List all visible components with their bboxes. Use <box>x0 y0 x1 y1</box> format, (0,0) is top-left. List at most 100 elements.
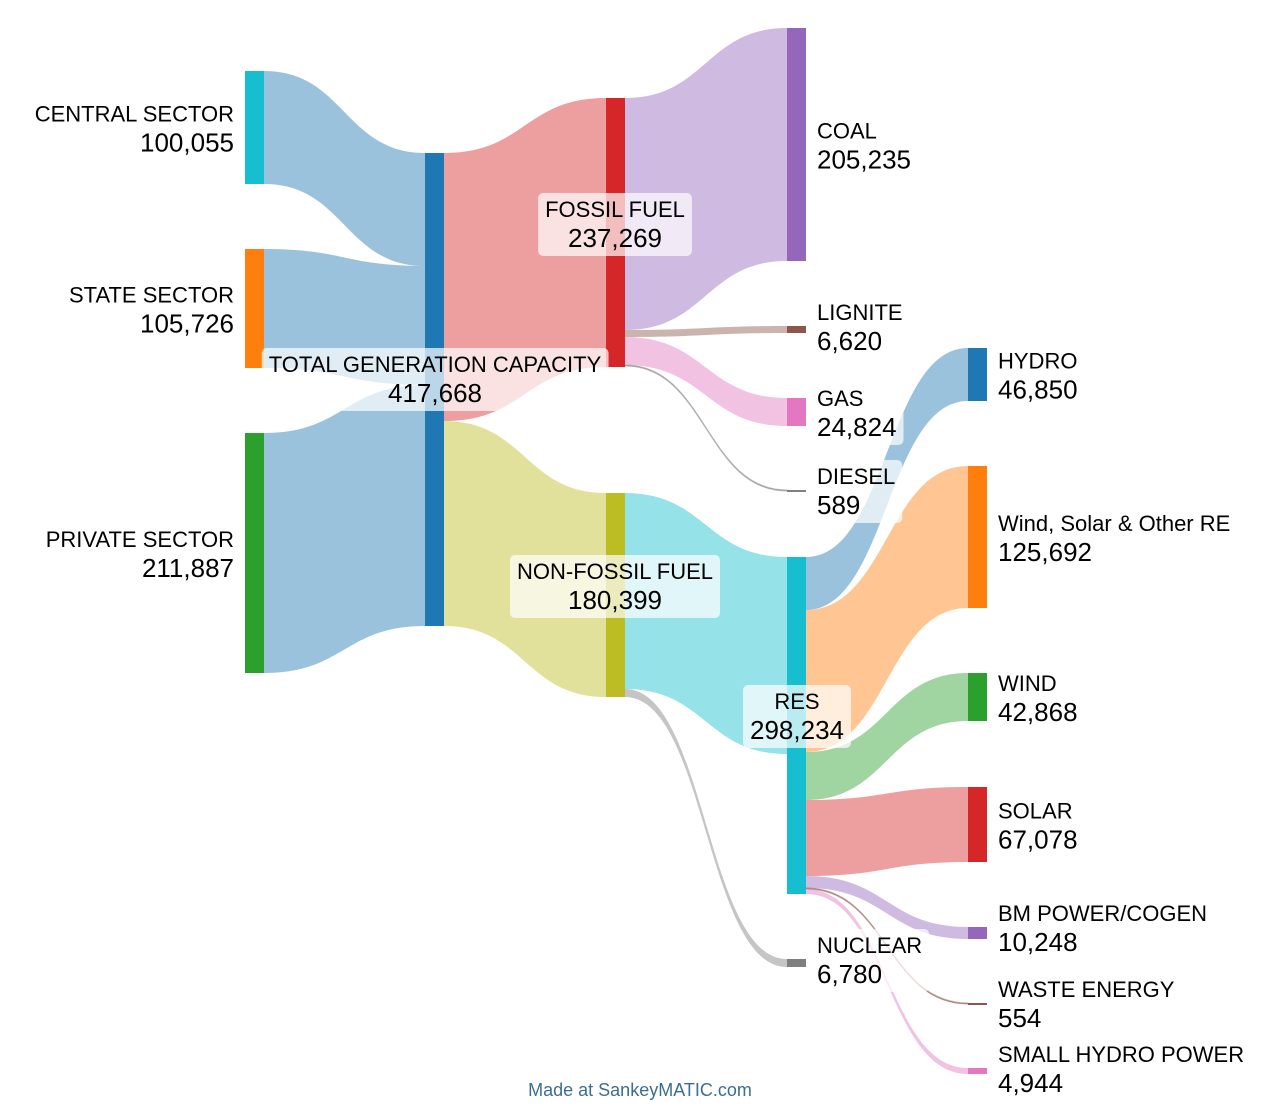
node-waste[interactable] <box>968 1003 987 1005</box>
node-name-central: CENTRAL SECTOR <box>35 102 234 127</box>
flow-res-to-wsre[interactable] <box>806 466 968 752</box>
node-name-wind: WIND <box>998 671 1057 696</box>
node-name-smallhydro: SMALL HYDRO POWER <box>998 1042 1244 1067</box>
node-name-waste: WASTE ENERGY <box>998 977 1175 1002</box>
node-name-bm: BM POWER/COGEN <box>998 901 1207 926</box>
node-diesel[interactable] <box>787 490 806 492</box>
label-background-hydro <box>991 344 1085 408</box>
label-background-state <box>61 278 241 342</box>
node-name-gas: GAS <box>817 386 863 411</box>
node-name-hydro: HYDRO <box>998 349 1077 374</box>
node-name-private: PRIVATE SECTOR <box>46 527 234 552</box>
node-name-lignite: LIGNITE <box>817 300 903 325</box>
node-name-nuclear: NUCLEAR <box>817 933 922 958</box>
node-gas[interactable] <box>787 398 806 426</box>
flow-total-to-fossil[interactable] <box>444 98 606 421</box>
node-value-nonfossil: 180,399 <box>568 585 662 615</box>
label-background-total <box>261 348 609 411</box>
node-value-wind: 42,868 <box>998 697 1078 727</box>
node-name-state: STATE SECTOR <box>69 283 234 308</box>
node-value-total: 417,668 <box>388 378 482 408</box>
node-name-diesel: DIESEL <box>817 464 895 489</box>
flow-res-to-solar[interactable] <box>806 787 968 876</box>
node-value-state: 105,726 <box>140 309 234 339</box>
node-solar[interactable] <box>968 787 987 862</box>
flow-central-to-total[interactable] <box>264 71 425 266</box>
label-background-coal <box>810 114 918 178</box>
node-central[interactable] <box>245 71 264 184</box>
flow-fossil-to-gas[interactable] <box>625 337 787 426</box>
node-value-coal: 205,235 <box>817 145 911 175</box>
node-smallhydro[interactable] <box>968 1068 987 1074</box>
label-background-central <box>27 97 241 161</box>
node-value-waste: 554 <box>998 1003 1041 1033</box>
label-background-diesel <box>810 460 903 523</box>
node-name-nonfossil: NON-FOSSIL FUEL <box>517 559 713 584</box>
node-name-fossil: FOSSIL FUEL <box>545 197 685 222</box>
node-value-bm: 10,248 <box>998 927 1078 957</box>
flow-fossil-to-lignite[interactable] <box>625 326 787 337</box>
node-value-smallhydro: 4,944 <box>998 1068 1063 1098</box>
label-background-fossil <box>538 193 692 256</box>
flow-res-to-bm[interactable] <box>806 876 968 939</box>
label-background-smallhydro <box>991 1038 1252 1101</box>
node-value-gas: 24,824 <box>817 412 897 442</box>
node-name-solar: SOLAR <box>998 799 1073 824</box>
label-background-res <box>743 685 851 748</box>
node-state[interactable] <box>245 249 264 368</box>
node-coal[interactable] <box>787 28 806 261</box>
node-wsre[interactable] <box>968 466 987 608</box>
label-background-private <box>38 523 241 586</box>
node-wind[interactable] <box>968 673 987 721</box>
label-background-lignite <box>810 296 910 359</box>
node-value-private: 211,887 <box>142 553 234 583</box>
node-value-lignite: 6,620 <box>817 326 882 356</box>
node-value-res: 298,234 <box>750 715 844 745</box>
node-name-res: RES <box>774 689 819 714</box>
node-lignite[interactable] <box>787 326 806 333</box>
label-background-gas <box>810 382 904 445</box>
credit-text[interactable]: Made at SankeyMATIC.com <box>528 1080 752 1100</box>
label-background-solar <box>991 794 1085 858</box>
label-background-nuclear <box>810 929 930 992</box>
node-name-total: TOTAL GENERATION CAPACITY <box>269 352 602 377</box>
node-bm[interactable] <box>968 927 987 939</box>
flow-res-to-wind[interactable] <box>806 673 968 800</box>
label-background-nonfossil <box>510 555 720 618</box>
node-name-coal: COAL <box>817 119 877 144</box>
label-background-wsre <box>991 507 1238 570</box>
node-nuclear[interactable] <box>787 959 806 967</box>
node-value-diesel: 589 <box>817 490 860 520</box>
label-background-bm <box>991 897 1215 960</box>
node-hydro[interactable] <box>968 348 987 401</box>
flow-nonfossil-to-nuclear[interactable] <box>625 689 787 967</box>
node-value-wsre: 125,692 <box>998 537 1092 567</box>
node-private[interactable] <box>245 433 264 673</box>
node-value-solar: 67,078 <box>998 825 1078 855</box>
node-name-wsre: Wind, Solar & Other RE <box>998 511 1230 536</box>
node-value-fossil: 237,269 <box>568 223 662 253</box>
label-background-waste <box>991 973 1182 1036</box>
flow-private-to-total[interactable] <box>264 385 425 673</box>
label-background-wind <box>991 667 1085 730</box>
flow-fossil-to-coal[interactable] <box>625 28 787 330</box>
